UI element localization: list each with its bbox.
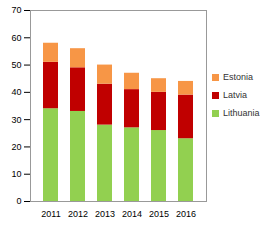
svg-text:2013: 2013 [95,209,115,219]
svg-text:30: 30 [11,115,21,125]
svg-text:2015: 2015 [149,209,169,219]
html-text:Estonia: Estonia [223,72,253,82]
svg-text:50: 50 [11,60,21,70]
svg-text:2014: 2014 [122,209,142,219]
svg-text:2016: 2016 [176,209,196,219]
svg-text:40: 40 [11,87,21,97]
html-text:Latvia: Latvia [223,90,247,100]
svg-text:2011: 2011 [41,209,60,219]
svg-text:0: 0 [16,196,21,206]
svg-text:10: 10 [11,169,21,179]
svg-text:60: 60 [11,33,21,43]
svg-text:2012: 2012 [68,209,88,219]
svg-text:20: 20 [11,142,21,152]
html-text:Lithuania: Lithuania [223,108,260,118]
svg-text:70: 70 [11,5,21,15]
